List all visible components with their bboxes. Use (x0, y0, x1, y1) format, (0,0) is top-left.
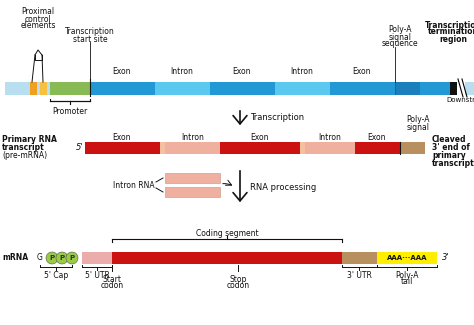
Text: 5' UTR: 5' UTR (84, 270, 109, 280)
Bar (330, 82, 395, 95)
Text: Intron: Intron (319, 133, 341, 141)
Bar (275, 82, 330, 95)
Text: Proximal: Proximal (21, 7, 55, 17)
Text: Intron: Intron (291, 68, 313, 76)
Text: AAA···AAA: AAA···AAA (387, 255, 427, 261)
Text: transcript: transcript (2, 144, 45, 152)
Text: Exon: Exon (251, 133, 269, 141)
Bar (90, 82, 155, 95)
Bar (450, 82, 457, 95)
Circle shape (66, 252, 78, 264)
Text: Intron RNA: Intron RNA (113, 180, 155, 189)
Bar (220, 142, 300, 154)
Text: Intron: Intron (182, 133, 204, 141)
Bar (465, 82, 474, 95)
Text: codon: codon (227, 281, 250, 291)
Text: Downstream: Downstream (446, 97, 474, 103)
Text: primary: primary (432, 151, 466, 161)
Bar (165, 142, 220, 154)
Text: Poly-A: Poly-A (395, 270, 419, 280)
Text: Exon: Exon (233, 68, 251, 76)
Text: start site: start site (73, 34, 107, 44)
Bar (395, 82, 420, 95)
Text: mRNA: mRNA (2, 254, 28, 263)
Text: transcript: transcript (432, 160, 474, 168)
Bar (420, 82, 450, 95)
Text: control: control (25, 15, 51, 23)
Text: 5' Cap: 5' Cap (44, 270, 68, 280)
Text: codon: codon (100, 281, 124, 291)
Text: Coding segment: Coding segment (196, 229, 258, 239)
Text: Start: Start (102, 275, 121, 283)
Text: (pre-mRNA): (pre-mRNA) (2, 151, 47, 161)
Text: signal: signal (389, 32, 411, 42)
Text: 3' UTR: 3' UTR (347, 270, 372, 280)
Text: P: P (69, 255, 74, 261)
Text: Transcription: Transcription (250, 113, 304, 123)
Bar (165, 173, 220, 183)
Text: 3': 3' (442, 254, 450, 263)
Circle shape (46, 252, 58, 264)
Bar (377, 252, 437, 264)
Bar (30, 82, 37, 95)
Text: region: region (439, 34, 467, 44)
Text: Exon: Exon (113, 68, 131, 76)
Bar (355, 142, 400, 154)
Bar (40, 82, 47, 95)
Text: sequence: sequence (382, 40, 419, 48)
Bar (300, 142, 305, 154)
Text: Exon: Exon (368, 133, 386, 141)
Circle shape (56, 252, 68, 264)
Bar (400, 142, 425, 154)
Text: Transcription: Transcription (65, 28, 115, 36)
Text: Exon: Exon (113, 133, 131, 141)
Bar (165, 187, 220, 197)
Text: P: P (49, 255, 55, 261)
Bar (342, 252, 377, 264)
Bar (5, 82, 455, 95)
Text: 5': 5' (75, 144, 83, 152)
Bar (112, 252, 342, 264)
Bar (155, 82, 210, 95)
Text: Promoter: Promoter (52, 107, 88, 115)
Bar (305, 142, 355, 154)
Text: Stop: Stop (229, 275, 246, 283)
Text: Exon: Exon (353, 68, 371, 76)
Text: signal: signal (407, 123, 429, 132)
Text: G: G (37, 254, 43, 263)
Bar (82, 252, 112, 264)
Text: Cleaved: Cleaved (432, 136, 466, 145)
Text: P: P (59, 255, 64, 261)
Text: Poly-A: Poly-A (406, 115, 430, 124)
Text: Primary RNA: Primary RNA (2, 136, 57, 145)
Text: tail: tail (401, 278, 413, 287)
Bar (85, 142, 160, 154)
Text: 3' end of: 3' end of (432, 144, 470, 152)
Bar (160, 142, 165, 154)
Bar (210, 82, 275, 95)
Text: Intron: Intron (171, 68, 193, 76)
Text: RNA processing: RNA processing (250, 183, 316, 191)
Text: Poly-A: Poly-A (388, 25, 412, 34)
Text: elements: elements (20, 21, 56, 31)
Text: Transcription: Transcription (424, 20, 474, 30)
Bar (50, 82, 90, 95)
Text: termination: termination (428, 28, 474, 36)
